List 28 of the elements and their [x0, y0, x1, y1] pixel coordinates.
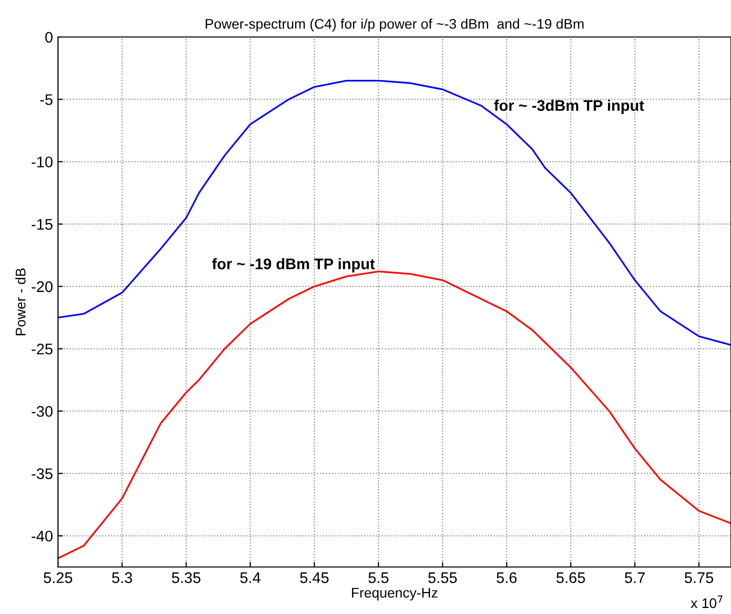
x-tick-label: 5.25 [44, 572, 72, 584]
x-tick-label: 5.55 [428, 572, 457, 584]
y-tick-label: -10 [32, 156, 53, 168]
y-tick-label: 0 [45, 32, 53, 43]
y-tick-label: -25 [32, 344, 52, 354]
x-axis-title: Frequency-Hz [352, 588, 438, 600]
annotation: for ~ -19 dBm TP input [212, 258, 375, 272]
y-tick-label: -5 [40, 94, 52, 106]
y-tick-label: -35 [32, 468, 52, 480]
x-tick-label: 5.3 [112, 572, 132, 584]
y-tick-label: -15 [32, 219, 52, 230]
annotation: for ~ -3dBm TP input [494, 100, 644, 114]
line-series [58, 80, 731, 346]
x-tick-label: 5.6 [496, 572, 517, 584]
y-axis-title: Power - dB [15, 268, 26, 336]
y-tick-label: -20 [32, 281, 53, 292]
text: x 10$^{7}$ [690, 596, 722, 608]
x-tick-label: 5.35 [172, 572, 200, 584]
x-tick-label: 5.4 [240, 572, 260, 584]
y-tick-label: -30 [32, 406, 53, 417]
line-series [58, 270, 731, 560]
x-tick-label: 5.75 [684, 572, 714, 584]
x-tick-label: 5.7 [624, 572, 645, 584]
x-tick-label: 5.65 [556, 572, 585, 584]
y-tick-label: -40 [32, 530, 53, 542]
x-tick-label: 5.45 [300, 572, 329, 584]
x-tick-label: 5.5 [368, 572, 388, 584]
chart-title: Power-spectrum (C4) for i/p power of ~-3 dBm and ~-19 dBm [206, 18, 584, 32]
